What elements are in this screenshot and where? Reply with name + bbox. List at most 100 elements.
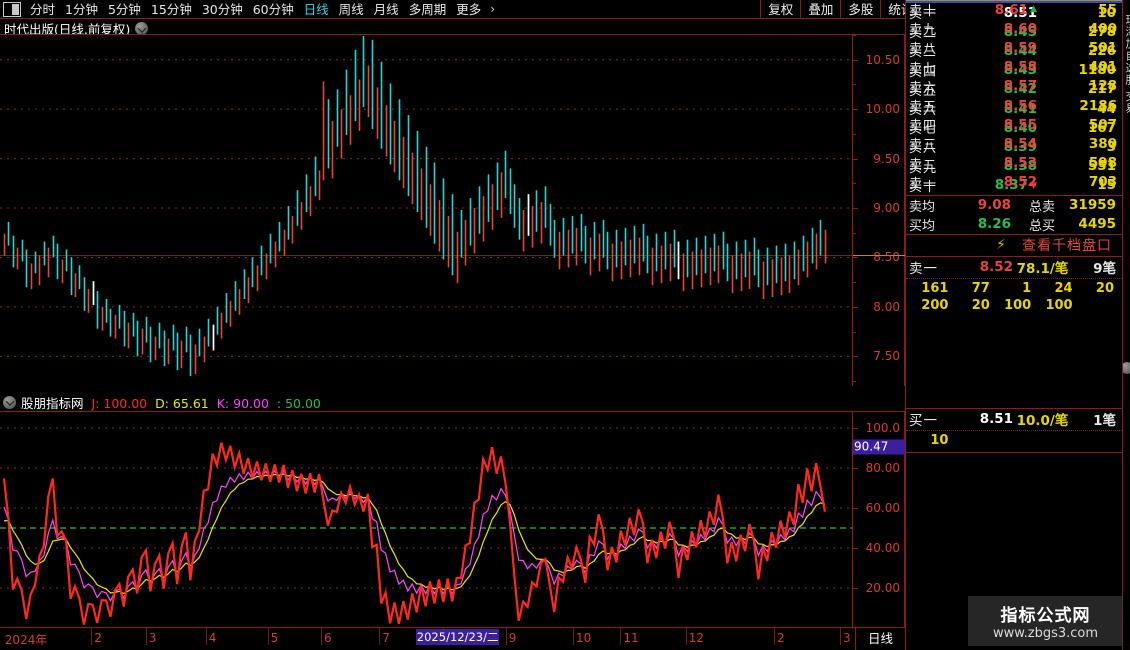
buy-order-row[interactable]: 买十 8.37 ▼ 15 <box>906 176 1122 195</box>
sell-detail-section: 卖一 8.52 78.1/笔 9笔 161 77 1 24 20 200 20 100 100 <box>906 257 1122 409</box>
side-strip-circle-icon[interactable] <box>1123 362 1130 374</box>
period-tab-0[interactable]: 分时 <box>30 1 56 17</box>
buy-order-volume: 551 <box>1087 158 1116 175</box>
buy-order-row[interactable]: 买二 8.45 278 <box>906 22 1122 42</box>
sell-order-row[interactable]: 卖七 8.58 401 <box>906 58 1123 77</box>
order-size: 24 <box>1054 280 1073 296</box>
sell-order-volume: 55 <box>1098 1 1117 18</box>
indicator-pane[interactable]: 100.0 80.00 60.00 40.00 20.00 90.47 <box>0 411 906 628</box>
buy-order-volume: 10 <box>1097 4 1116 21</box>
order-size: 161 <box>921 280 949 296</box>
price-minor-tick <box>853 59 856 61</box>
total-value: 31959 <box>1069 197 1116 214</box>
chevron-down-circle-icon[interactable] <box>135 22 149 35</box>
candlestick-plot[interactable] <box>0 35 852 386</box>
date-separator <box>573 628 574 645</box>
toolbar-action-0[interactable]: 复权 <box>760 0 800 19</box>
chevron-right-icon[interactable]: › <box>490 2 496 16</box>
indicator-current-value: 90.47 <box>853 439 906 455</box>
date-cursor-label: 2025/12/23/二 <box>415 629 500 645</box>
panel-layout-icon[interactable] <box>3 1 21 17</box>
sell-order-volume: 598 <box>1088 155 1117 172</box>
side-vertical-strip[interactable]: 现添加自选股 交易 <box>1122 0 1130 650</box>
average-value: 9.08 <box>977 197 1011 214</box>
sell-detail-per: 78.1/笔 <box>1016 261 1069 278</box>
price-minor-tick <box>853 306 856 308</box>
buy-order-price: 8.45 <box>1003 23 1037 40</box>
sell-detail-label: 卖一 <box>909 261 938 278</box>
date-separator <box>774 628 775 645</box>
date-separator <box>145 628 147 645</box>
order-size <box>950 433 991 450</box>
sell-order-row[interactable]: 卖五 8.56 2186 <box>906 96 1123 116</box>
sell-order-label: 卖三 <box>909 138 938 154</box>
book-divider-gold <box>906 0 1122 1</box>
toolbar-action-1[interactable]: 叠加 <box>800 0 840 19</box>
average-row-0: 卖均 9.08 总卖 31959 <box>906 196 1122 215</box>
price-minor-tick <box>853 158 856 160</box>
sell-order-row[interactable]: 卖八 8.59 501 <box>906 38 1123 58</box>
current-price-marker <box>853 255 906 257</box>
total-value: 4495 <box>1078 216 1116 233</box>
period-tab-4[interactable]: 30分钟 <box>201 1 243 17</box>
buy-order-price: 8.37 ▼ <box>994 177 1037 194</box>
sell-order-row[interactable]: 卖一 8.52 703 <box>906 173 1123 192</box>
buy-order-row[interactable]: 买六 8.41 44 <box>906 99 1122 119</box>
period-tab-9[interactable]: 多周期 <box>408 1 447 17</box>
date-separator <box>205 628 207 645</box>
date-separator <box>685 628 687 645</box>
page-title: 时代出版(日线.前复权) <box>4 22 131 37</box>
sell-order-row[interactable]: 卖六 8.57 128 <box>906 77 1123 96</box>
period-tab-3[interactable]: 15分钟 <box>150 1 192 17</box>
buy-order-row[interactable]: 买四 8.43 1180 <box>906 61 1122 80</box>
period-tab-6[interactable]: 日线 <box>303 1 329 17</box>
buy-order-row[interactable]: 买八 8.39 3 <box>906 137 1122 157</box>
buy-order-price: 8.38 <box>1003 158 1037 175</box>
order-size: 77 <box>971 280 990 296</box>
sell-order-rows: 卖十 8.61 ▲ 55 卖九 8.60 400 卖八 8.59 501 卖七 8.58 401 卖六 8.… <box>906 0 1123 192</box>
sell-order-price: 8.52 <box>1003 174 1037 191</box>
price-tick-2: 9.50 <box>873 151 900 166</box>
date-label-1: 2 <box>94 631 102 645</box>
period-tab-7[interactable]: 周线 <box>338 1 364 17</box>
sell-order-row[interactable]: 卖四 8.55 507 <box>906 115 1123 135</box>
period-indicator: 日线 <box>855 628 905 650</box>
price-minor-tick <box>853 208 856 210</box>
toolbar-action-2[interactable]: 多股 <box>840 0 880 19</box>
sell-order-row[interactable]: 卖二 8.53 598 <box>906 154 1123 173</box>
price-chart-pane[interactable]: 10.50 10.00 9.50 9.00 8.50 8.00 7.50 <box>0 34 906 386</box>
buy-order-row[interactable]: 买五 8.42 217 <box>906 80 1122 99</box>
arrow-up-icon: ▲ <box>1030 3 1037 14</box>
sell-detail-price: 8.52 <box>979 259 1013 276</box>
period-tab-2[interactable]: 5分钟 <box>107 1 141 17</box>
buy-order-row[interactable]: 买七 8.40 167 <box>906 118 1122 138</box>
period-tab-10[interactable]: 更多 <box>456 1 482 17</box>
buy-order-label: 买七 <box>909 122 938 138</box>
sell-order-label: 卖十 <box>909 4 938 20</box>
sell-order-price: 8.57 <box>1003 78 1037 95</box>
indicator-tick-1: 80.00 <box>865 461 900 475</box>
buy-order-row[interactable]: 买三 8.44 226 <box>906 41 1122 61</box>
buy-order-row[interactable]: 买九 8.38 551 <box>906 157 1122 176</box>
date-label-0: 2024年 <box>4 633 48 647</box>
indicator-y-axis: 100.0 80.00 60.00 40.00 20.00 90.47 <box>852 412 906 628</box>
price-tick-1: 10.00 <box>865 102 900 117</box>
buy-order-label: 买十 <box>909 179 938 195</box>
average-label: 买均 <box>909 218 936 234</box>
price-minor-tick <box>853 35 856 36</box>
kdj-plot[interactable] <box>0 412 852 628</box>
buy-order-row[interactable]: 买一 8.51 10 <box>906 3 1122 23</box>
period-tab-1[interactable]: 1分钟 <box>65 1 98 17</box>
candlestick-svg <box>0 35 852 377</box>
sell-order-row[interactable]: 卖十 8.61 ▲ 55 <box>906 0 1123 20</box>
sell-order-volume: 401 <box>1088 59 1117 76</box>
period-tab-8[interactable]: 月线 <box>373 1 399 17</box>
period-tab-5[interactable]: 60分钟 <box>252 1 294 17</box>
price-tick-3: 9.00 <box>873 201 900 216</box>
sell-order-row[interactable]: 卖三 8.54 380 <box>906 134 1123 154</box>
thousand-depth-link[interactable]: ⚡ 查看千档盘口 <box>906 235 1122 257</box>
date-x-axis[interactable]: 日线 2024年23456789101112232025/12/23/二 <box>0 627 905 650</box>
sell-order-row[interactable]: 卖九 8.60 400 <box>906 19 1123 39</box>
indicator-values: J: 100.00 D: 65.61 K: 90.00: 50.00 <box>84 393 321 412</box>
indicator-dropdown-icon[interactable] <box>3 395 16 409</box>
